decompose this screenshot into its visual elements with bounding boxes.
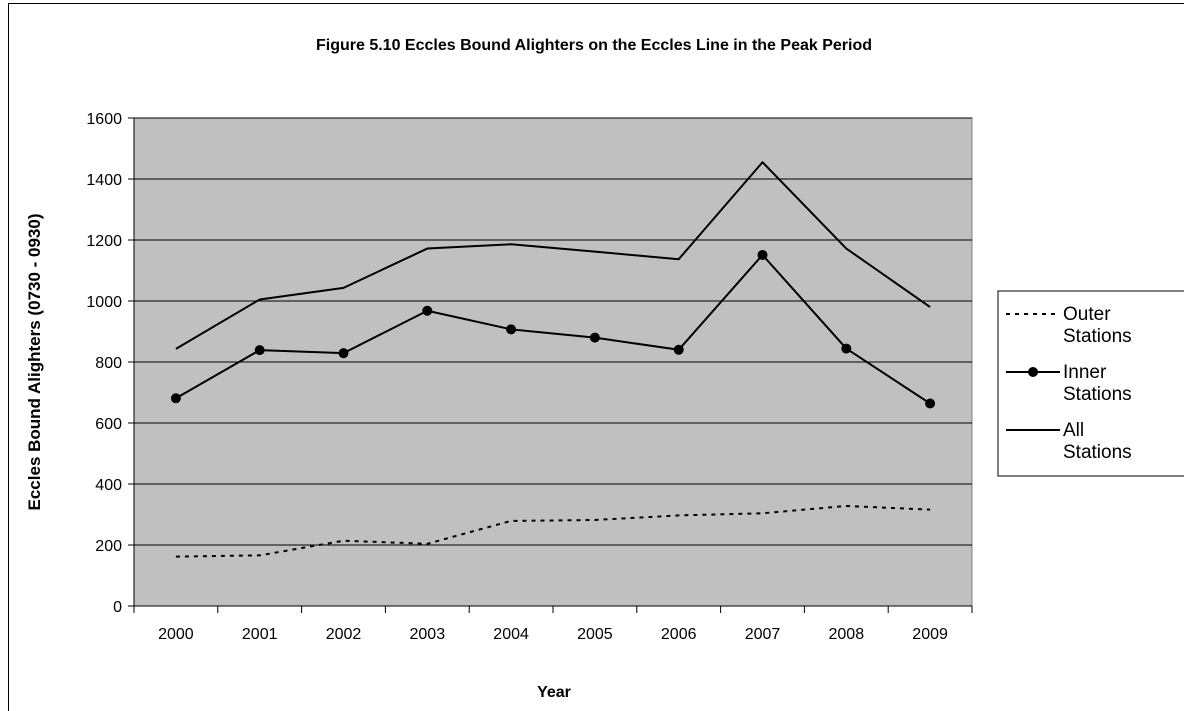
legend-label-all-stations: All Stations bbox=[1063, 420, 1132, 463]
legend-box bbox=[997, 290, 1184, 477]
x-tick-label: 2009 bbox=[912, 626, 948, 643]
y-tick-label: 1400 bbox=[86, 172, 122, 189]
series-line-all-stations bbox=[175, 161, 931, 350]
data-point-inner-stations bbox=[422, 305, 433, 316]
y-tick-label: 1000 bbox=[86, 294, 122, 311]
chart-title: Figure 5.10 Eccles Bound Alighters on th… bbox=[316, 37, 872, 54]
x-tick-label: 2005 bbox=[577, 626, 613, 643]
y-tick-label: 200 bbox=[95, 538, 122, 555]
legend-label-outer-stations: Outer Stations bbox=[1063, 304, 1132, 347]
x-tick-label: 2008 bbox=[829, 626, 865, 643]
y-tick-label: 400 bbox=[95, 477, 122, 494]
plot-area: 0 200 400 600 800 1000 1200 1400 1600 2000 2001 200… bbox=[86, 111, 973, 643]
data-point-inner-stations bbox=[506, 324, 517, 335]
data-point-inner-stations bbox=[170, 393, 181, 404]
data-point-inner-stations bbox=[338, 348, 349, 359]
y-tick-label: 1600 bbox=[86, 111, 122, 128]
y-axis-label: Eccles Bound Alighters (0730 - 0930) bbox=[25, 214, 44, 511]
data-point-inner-stations bbox=[589, 332, 600, 343]
x-tick-label: 2003 bbox=[410, 626, 446, 643]
x-tick-label: 2007 bbox=[745, 626, 781, 643]
series-line-outer-stations bbox=[175, 504, 931, 558]
data-point-inner-stations bbox=[841, 343, 852, 354]
y-tick-label: 1200 bbox=[86, 233, 122, 250]
data-point-inner-stations bbox=[925, 398, 936, 409]
data-point-inner-stations bbox=[673, 344, 684, 355]
series-line-inner-stations bbox=[175, 253, 931, 405]
y-tick-label: 600 bbox=[95, 416, 122, 433]
x-tick-label: 2002 bbox=[326, 626, 362, 643]
x-tick-label: 2000 bbox=[158, 626, 194, 643]
x-tick-label: 2006 bbox=[661, 626, 697, 643]
data-point-inner-stations bbox=[757, 249, 768, 260]
x-tick-label: 2004 bbox=[493, 626, 529, 643]
legend: Outer Stations Inner Stations All Stations bbox=[997, 290, 1184, 477]
chart-border bbox=[8, 3, 1184, 711]
y-tick-label: 0 bbox=[113, 599, 122, 616]
y-tick-label: 800 bbox=[95, 355, 122, 372]
data-point-inner-stations bbox=[254, 345, 265, 356]
legend-marker-inner-stations bbox=[1028, 367, 1038, 377]
x-tick-label: 2001 bbox=[242, 626, 278, 643]
legend-label-inner-stations: Inner Stations bbox=[1063, 362, 1132, 405]
x-axis-label: Year bbox=[537, 684, 571, 701]
